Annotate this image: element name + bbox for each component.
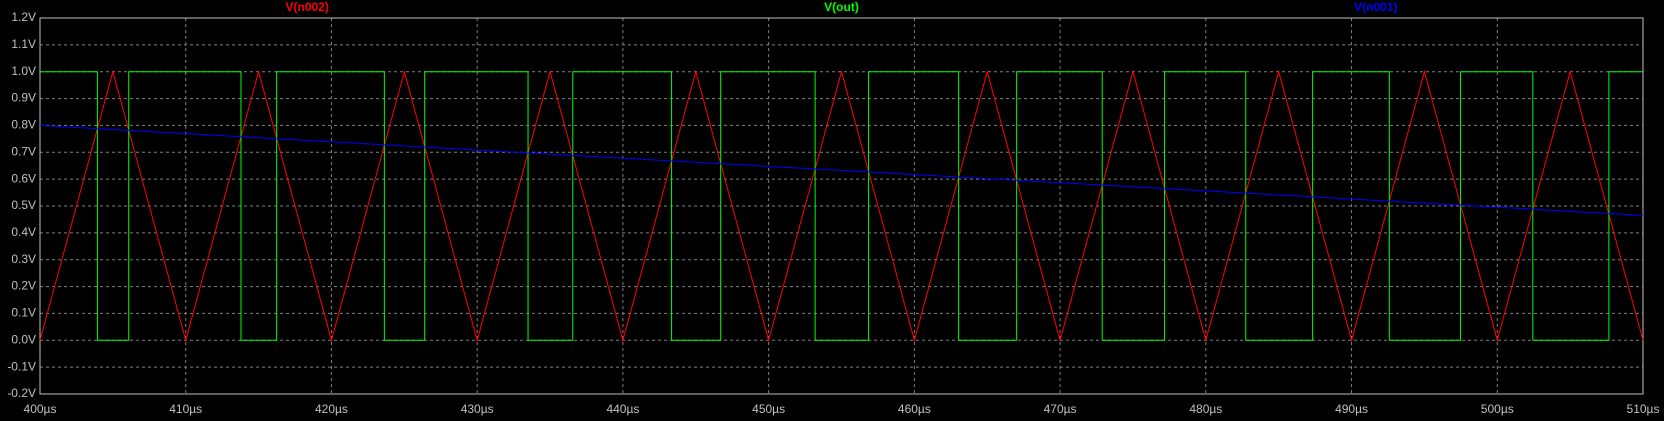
- y-tick-label: -0.1V: [7, 359, 36, 373]
- x-tick-label: 430µs: [461, 402, 494, 416]
- legend-label: V(out): [824, 0, 859, 14]
- y-tick-label: 1.2V: [11, 10, 36, 24]
- y-tick-label: 0.0V: [11, 332, 36, 346]
- y-tick-label: 0.9V: [11, 91, 36, 105]
- y-tick-label: 0.6V: [11, 171, 36, 185]
- y-tick-label: 1.1V: [11, 37, 36, 51]
- legend-label: V(n002): [285, 0, 328, 14]
- x-tick-label: 490µs: [1335, 402, 1368, 416]
- y-tick-label: 1.0V: [11, 64, 36, 78]
- x-tick-label: 420µs: [315, 402, 348, 416]
- legend-label: V(n001): [1354, 0, 1397, 14]
- series-line: [39, 69, 1644, 343]
- x-tick-label: 480µs: [1189, 402, 1222, 416]
- x-tick-label: 500µs: [1481, 402, 1514, 416]
- series-line: [40, 71, 1643, 341]
- x-tick-label: 470µs: [1044, 402, 1077, 416]
- y-tick-label: 0.4V: [11, 225, 36, 239]
- x-tick-label: 410µs: [169, 402, 202, 416]
- y-tick-label: 0.7V: [11, 144, 36, 158]
- x-tick-label: 450µs: [752, 402, 785, 416]
- x-tick-label: 460µs: [898, 402, 931, 416]
- y-tick-label: 0.2V: [11, 279, 36, 293]
- y-tick-label: 0.8V: [11, 118, 36, 132]
- y-tick-label: -0.2V: [7, 386, 36, 400]
- x-tick-label: 510µs: [1627, 402, 1660, 416]
- y-tick-label: 0.5V: [11, 198, 36, 212]
- y-tick-label: 0.1V: [11, 306, 36, 320]
- x-tick-label: 400µs: [24, 402, 57, 416]
- y-tick-label: 0.3V: [11, 252, 36, 266]
- plot-frame: [39, 17, 1644, 395]
- x-tick-label: 440µs: [606, 402, 639, 416]
- series-line: [39, 124, 1644, 216]
